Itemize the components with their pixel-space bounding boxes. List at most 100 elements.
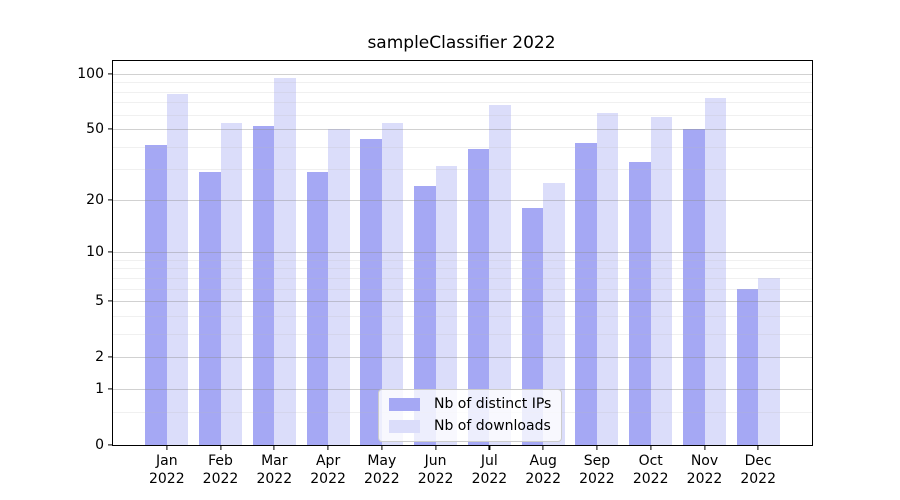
x-tick-year: 2022	[740, 471, 777, 487]
x-tick-label-nov: Nov 2022	[687, 452, 723, 488]
bar-nov-ips	[683, 128, 705, 445]
bar-dec-ips	[736, 288, 759, 445]
y-tick-mark	[108, 356, 113, 358]
bar-sep-ips	[575, 142, 597, 445]
y-tick-mark	[108, 300, 113, 302]
bar-mar-downloads	[274, 78, 296, 445]
legend-entry-downloads: Nb of downloads	[389, 418, 551, 434]
x-tick-mark	[596, 445, 598, 450]
bar-aug-downloads	[543, 183, 565, 445]
y-tick-label: 100	[77, 66, 104, 82]
x-tick-month: Apr	[315, 453, 341, 469]
gridline-major	[113, 74, 812, 75]
legend: Nb of distinct IPs Nb of downloads	[378, 389, 563, 442]
x-tick-label-apr: Apr 2022	[310, 452, 346, 488]
bar-oct-ips	[629, 161, 651, 445]
x-tick-month: Oct	[638, 453, 663, 469]
y-tick-label: 10	[86, 244, 104, 261]
bar-jun-ips	[414, 186, 436, 445]
bar-jan-downloads	[166, 93, 189, 445]
legend-label: Nb of downloads	[434, 418, 551, 434]
bar-apr-ips	[306, 171, 329, 445]
x-tick-mark	[435, 445, 437, 450]
x-tick-month: Aug	[529, 453, 557, 469]
y-tick-mark	[108, 388, 113, 390]
y-tick-mark	[108, 251, 113, 253]
x-tick-mark	[166, 445, 168, 450]
bar-may-downloads	[381, 122, 404, 445]
bar-feb-ips	[199, 171, 221, 445]
x-tick-year: 2022	[363, 471, 400, 487]
x-tick-label-jun: Jun 2022	[418, 452, 454, 488]
x-tick-mark	[488, 445, 490, 450]
x-tick-year: 2022	[310, 471, 346, 487]
x-tick-month: Feb	[208, 453, 233, 469]
y-tick-mark	[108, 128, 113, 130]
x-tick-month: Sep	[583, 453, 611, 469]
x-tick-month: Jan	[155, 453, 178, 469]
bar-sep-downloads	[596, 113, 619, 445]
x-tick-mark	[542, 445, 544, 450]
x-tick-month: Jul	[480, 453, 498, 469]
y-tick-label: 5	[95, 293, 104, 309]
legend-entry-distinct-ips: Nb of distinct IPs	[389, 396, 551, 412]
gridline-minor	[113, 91, 812, 93]
bar-jun-downloads	[435, 166, 458, 445]
x-tick-label-jan: Jan 2022	[149, 452, 185, 488]
bar-nov-downloads	[704, 97, 726, 445]
bar-jul-downloads	[489, 104, 511, 445]
y-tick-mark	[108, 444, 113, 446]
plot-area: 0 1 2 5 10 20 50 100 Jan 2022 Feb 2022 Mar 2022 Apr 20…	[77, 60, 813, 487]
x-tick-year: 2022	[256, 471, 293, 487]
chart-title: sampleClassifier 2022	[367, 33, 556, 53]
x-tick-year: 2022	[686, 471, 723, 487]
bar-apr-downloads	[328, 128, 350, 445]
x-tick-label-sep: Sep 2022	[579, 452, 615, 488]
bar-oct-downloads	[650, 117, 673, 445]
bar-jan-ips	[145, 144, 167, 445]
x-tick-label-may: May 2022	[364, 452, 400, 488]
bar-mar-ips	[252, 125, 275, 445]
x-tick-mark	[273, 445, 275, 450]
x-tick-mark	[327, 445, 329, 450]
bar-aug-ips	[521, 208, 544, 445]
y-tick-mark	[108, 73, 113, 75]
x-tick-month: Nov	[690, 453, 719, 469]
y-tick-label: 20	[86, 192, 104, 209]
x-tick-mark	[757, 445, 759, 450]
x-tick-label-feb: Feb 2022	[203, 452, 239, 488]
x-tick-year: 2022	[417, 471, 454, 487]
x-tick-year: 2022	[202, 471, 239, 487]
x-tick-mark	[381, 445, 383, 450]
x-tick-label-mar: Mar 2022	[256, 452, 292, 488]
y-tick-label: 50	[86, 120, 104, 137]
bar-feb-downloads	[220, 122, 242, 445]
x-tick-mark	[650, 445, 652, 450]
x-tick-month: Jun	[424, 453, 447, 469]
y-tick-label: 0	[95, 437, 104, 453]
x-tick-year: 2022	[632, 471, 669, 487]
x-tick-year: 2022	[148, 471, 185, 487]
x-tick-year: 2022	[525, 471, 562, 487]
legend-swatch	[389, 419, 420, 433]
x-tick-label-dec: Dec 2022	[740, 452, 776, 488]
x-tick-month: May	[367, 453, 397, 469]
x-tick-mark	[219, 445, 222, 450]
y-tick-mark	[108, 199, 113, 201]
y-tick-label: 1	[95, 381, 104, 398]
x-tick-label-jul: Jul 2022	[472, 452, 508, 488]
x-tick-year: 2022	[579, 471, 615, 487]
x-tick-label-oct: Oct 2022	[633, 452, 669, 488]
gridline-minor	[113, 82, 812, 84]
y-tick-label: 2	[95, 348, 104, 365]
bar-jul-ips	[467, 148, 490, 445]
x-tick-label-aug: Aug 2022	[525, 452, 561, 488]
x-tick-year: 2022	[471, 471, 508, 487]
x-tick-month: Mar	[261, 453, 288, 469]
x-tick-month: Dec	[744, 453, 772, 469]
bar-dec-downloads	[758, 277, 780, 445]
legend-swatch	[389, 397, 420, 411]
bar-may-ips	[360, 139, 382, 445]
x-tick-mark	[703, 445, 706, 450]
